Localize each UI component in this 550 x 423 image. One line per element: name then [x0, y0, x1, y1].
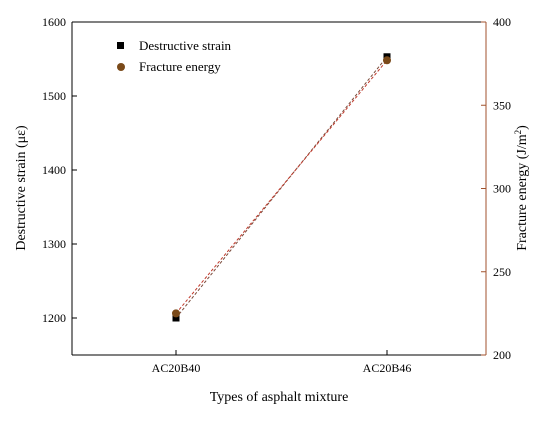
y-axis-label: Destructive strain (με) — [14, 125, 29, 251]
data-point-fracture-energy — [383, 56, 391, 65]
series-line-fracture-energy — [175, 59, 388, 314]
left-tick-label: 1600 — [42, 15, 66, 29]
right-tick-label: 300 — [493, 182, 511, 196]
right-tick-group: 200 250 300 350 400 — [481, 15, 511, 362]
right-tick-label: 250 — [493, 265, 511, 279]
legend-marker-fracture-energy — [117, 63, 125, 71]
y-axis-right-label: Fracture energy (J/m2) — [513, 125, 530, 251]
series-markers — [172, 53, 391, 322]
left-tick-label: 1400 — [42, 163, 66, 177]
legend-label-fracture-energy: Fracture energy — [139, 59, 221, 74]
right-tick-label: 350 — [493, 98, 511, 112]
legend-label-destructive-strain: Destructive strain — [139, 38, 232, 53]
y-axis-right-label-close: ) — [515, 125, 530, 130]
legend-marker-destructive-strain — [117, 42, 124, 49]
left-tick-label: 1200 — [42, 311, 66, 325]
x-axis-label: Types of asphalt mixture — [210, 390, 349, 405]
x-tick-label: AC20B40 — [152, 361, 201, 375]
right-tick-label: 200 — [493, 348, 511, 362]
data-point-fracture-energy — [172, 309, 180, 318]
series-lines — [175, 56, 388, 319]
left-tick-label: 1500 — [42, 89, 66, 103]
y-axis-right-label-sup: 2 — [513, 130, 523, 135]
series-line-destructive-strain — [175, 56, 388, 319]
right-tick-label: 400 — [493, 15, 511, 29]
bottom-tick-group: AC20B40 AC20B46 — [152, 350, 412, 375]
left-tick-group: 1200 1300 1400 1500 1600 — [42, 15, 77, 325]
data-point-destructive-strain — [172, 314, 180, 322]
x-tick-label: AC20B46 — [363, 361, 412, 375]
y-axis-right-label-base: Fracture energy (J/m — [515, 134, 530, 250]
left-tick-label: 1300 — [42, 237, 66, 251]
legend: Destructive strain Fracture energy — [117, 38, 232, 74]
